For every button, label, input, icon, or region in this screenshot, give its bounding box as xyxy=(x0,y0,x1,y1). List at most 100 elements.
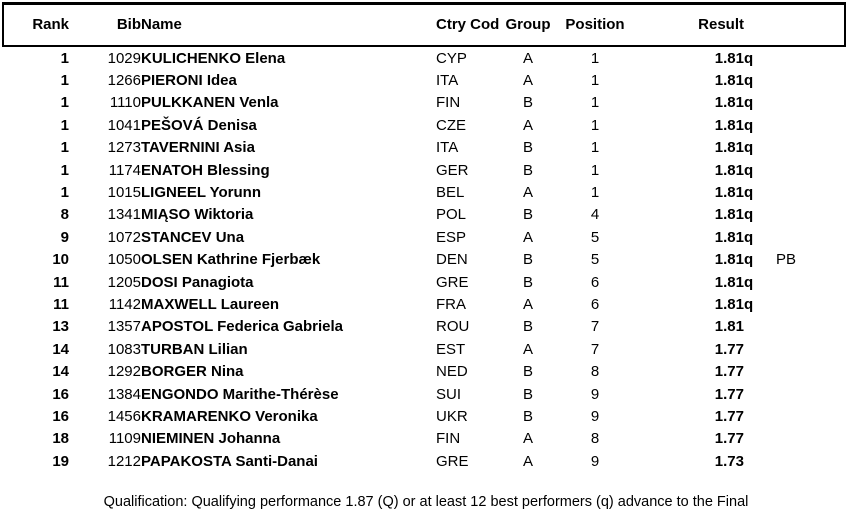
cell-note xyxy=(776,360,845,382)
cell-bib: 1266 xyxy=(107,72,141,90)
table-row: 18 1109 NIEMINEN Johanna FIN A 8 1.77 xyxy=(3,428,845,450)
cell-result: 1.81 xyxy=(714,273,744,291)
cell-note xyxy=(776,92,845,114)
cell-result: 1.81 xyxy=(714,49,744,67)
table-row: 1 1029 KULICHENKO Elena CYP A 1 1.81 q xyxy=(3,46,845,69)
cell-position: 9 xyxy=(590,407,600,425)
cell-group: B xyxy=(522,94,533,112)
cell-bib: 1205 xyxy=(107,273,141,291)
cell-country-code: EST xyxy=(436,340,466,358)
header-group: Group xyxy=(500,2,556,47)
cell-rank: 8 xyxy=(60,206,69,224)
cell-country-code: FRA xyxy=(436,295,466,313)
cell-note xyxy=(776,293,845,315)
header-country-code: Ctry Code xyxy=(436,2,500,47)
cell-result: 1.81 xyxy=(714,184,744,202)
table-row: 1 1273 TAVERNINI Asia ITA B 1 1.81 q xyxy=(3,137,845,159)
cell-qualified-mark: q xyxy=(744,251,754,269)
cell-group: B xyxy=(522,407,533,425)
cell-qualified-mark: q xyxy=(744,273,754,291)
cell-bib: 1292 xyxy=(107,363,141,381)
cell-rank: 18 xyxy=(52,430,69,448)
cell-rank: 11 xyxy=(53,273,69,291)
results-table: Rank Bib Name Ctry Code Group Position R… xyxy=(2,2,846,472)
table-row: 1 1266 PIERONI Idea ITA A 1 1.81 q xyxy=(3,69,845,91)
cell-bib: 1109 xyxy=(108,430,141,448)
cell-result: 1.73 xyxy=(714,452,744,470)
cell-bib: 1041 xyxy=(107,116,141,134)
cell-rank: 16 xyxy=(52,407,69,425)
cell-bib: 1384 xyxy=(107,385,141,403)
cell-qualified-mark: q xyxy=(744,161,754,179)
table-row: 1 1110 PULKKANEN Venla FIN B 1 1.81 q xyxy=(3,92,845,114)
cell-note xyxy=(776,204,845,226)
cell-athlete-name: PAPAKOSTA Santi-Danai xyxy=(141,452,318,470)
cell-country-code: SUI xyxy=(436,385,462,403)
cell-result: 1.77 xyxy=(714,385,744,403)
cell-group: A xyxy=(522,295,533,313)
table-row: 10 1050 OLSEN Kathrine Fjerbæk DEN B 5 1… xyxy=(3,249,845,271)
cell-athlete-name: KRAMARENKO Veronika xyxy=(141,407,318,425)
header-note-spacer xyxy=(776,2,846,47)
cell-qualified-mark xyxy=(744,316,776,338)
cell-qualified-mark: q xyxy=(744,228,754,246)
cell-note xyxy=(776,181,845,203)
cell-note xyxy=(776,114,845,136)
cell-qualified-mark: q xyxy=(744,94,754,112)
cell-athlete-name: OLSEN Kathrine Fjerbæk xyxy=(141,251,321,269)
cell-country-code: BEL xyxy=(436,184,465,202)
cell-result: 1.81 xyxy=(714,251,744,269)
cell-note xyxy=(776,46,845,69)
cell-rank: 1 xyxy=(60,72,69,90)
cell-athlete-name: PEŠOVÁ Denisa xyxy=(141,116,257,134)
cell-result: 1.81 xyxy=(714,72,744,90)
cell-rank: 1 xyxy=(60,184,69,202)
cell-rank: 1 xyxy=(60,49,69,67)
cell-result: 1.81 xyxy=(714,139,744,157)
cell-position: 1 xyxy=(590,161,600,179)
cell-position: 8 xyxy=(590,363,600,381)
cell-athlete-name: KULICHENKO Elena xyxy=(141,49,286,67)
cell-athlete-name: APOSTOL Federica Gabriela xyxy=(141,318,344,336)
cell-rank: 1 xyxy=(60,139,69,157)
header-position: Position xyxy=(556,2,634,47)
cell-qualified-mark: q xyxy=(744,139,754,157)
cell-qualified-mark xyxy=(744,450,776,472)
cell-qualified-mark: q xyxy=(744,72,754,90)
cell-bib: 1015 xyxy=(107,184,141,202)
table-row: 11 1142 MAXWELL Laureen FRA A 6 1.81 q xyxy=(3,293,845,315)
cell-group: A xyxy=(522,340,533,358)
cell-note xyxy=(776,428,845,450)
table-row: 16 1456 KRAMARENKO Veronika UKR B 9 1.77 xyxy=(3,405,845,427)
cell-bib: 1050 xyxy=(107,251,141,269)
cell-rank: 16 xyxy=(52,385,69,403)
cell-athlete-name: NIEMINEN Johanna xyxy=(141,430,281,448)
cell-position: 9 xyxy=(590,385,600,403)
cell-bib: 1110 xyxy=(109,94,141,112)
cell-position: 1 xyxy=(590,49,600,67)
cell-qualified-mark: q xyxy=(744,116,754,134)
cell-qualified-mark: q xyxy=(744,49,754,67)
header-result: Result xyxy=(634,2,744,47)
header-bib: Bib xyxy=(69,2,141,47)
cell-athlete-name: ENGONDO Marithe-Thérèse xyxy=(141,385,339,403)
cell-country-code: GRE xyxy=(436,273,469,291)
cell-athlete-name: TURBAN Lilian xyxy=(141,340,248,358)
cell-athlete-name: PULKKANEN Venla xyxy=(141,94,279,112)
cell-bib: 1029 xyxy=(107,49,141,67)
cell-rank: 13 xyxy=(52,318,69,336)
cell-result: 1.81 xyxy=(714,94,744,112)
cell-country-code: CYP xyxy=(436,49,467,67)
qualification-note: Qualification: Qualifying performance 1.… xyxy=(103,494,749,511)
cell-group: A xyxy=(522,452,533,470)
cell-bib: 1341 xyxy=(107,206,141,224)
cell-result: 1.77 xyxy=(714,430,744,448)
cell-note xyxy=(776,450,845,472)
cell-bib: 1456 xyxy=(107,407,141,425)
table-row: 14 1083 TURBAN Lilian EST A 7 1.77 xyxy=(3,338,845,360)
cell-athlete-name: DOSI Panagiota xyxy=(141,273,254,291)
table-row: 11 1205 DOSI Panagiota GRE B 6 1.81 q xyxy=(3,271,845,293)
cell-group: B xyxy=(522,318,533,336)
cell-result: 1.81 xyxy=(714,116,744,134)
cell-qualified-mark xyxy=(744,428,776,450)
